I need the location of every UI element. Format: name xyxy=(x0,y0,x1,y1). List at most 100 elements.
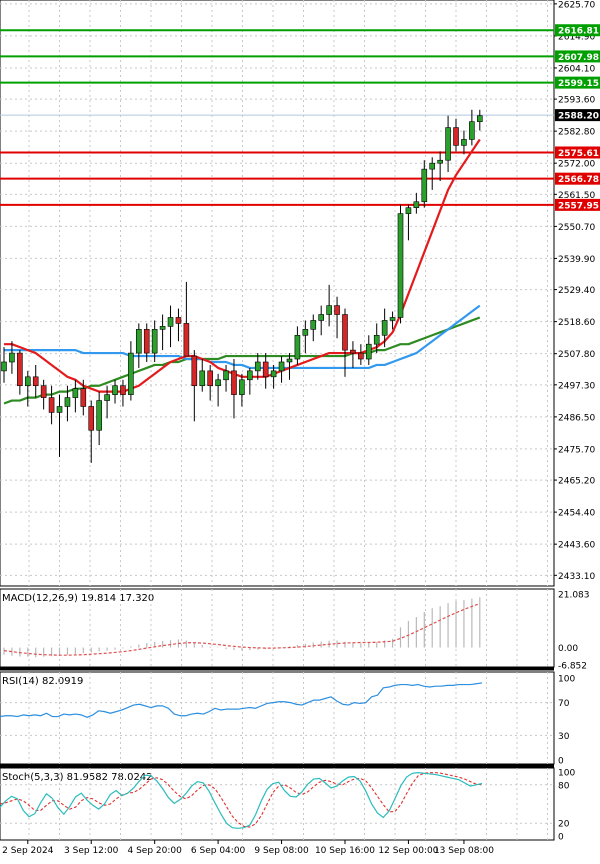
stoch-tick-label: 0 xyxy=(558,833,564,843)
price-tick-label: 2593.60 xyxy=(558,96,595,106)
candle-body xyxy=(64,397,71,407)
price-tick-label: 2497.30 xyxy=(558,381,595,391)
candle-body xyxy=(56,406,63,413)
rsi-label: RSI(14) 82.0919 xyxy=(2,676,83,687)
support-line-label: 2566.78 xyxy=(558,175,599,185)
candle-body xyxy=(247,370,253,381)
candle-body xyxy=(17,352,23,387)
support-line-tag xyxy=(555,172,600,185)
price-tick-label: 2433.10 xyxy=(558,572,595,582)
candle-body xyxy=(136,329,142,354)
candle-body xyxy=(1,361,7,372)
price-tick-label: 2518.60 xyxy=(558,318,595,328)
price-tick-label: 2529.40 xyxy=(558,286,595,296)
time-tick-label: 2 Sep 2024 xyxy=(2,846,54,856)
price-tick-label: 2475.70 xyxy=(558,445,595,455)
candle-body xyxy=(112,385,118,395)
price-tick-label: 2539.90 xyxy=(558,255,595,265)
candle-body xyxy=(199,370,206,387)
stoch-tick-label: 20 xyxy=(558,820,570,830)
time-tick-label: 9 Sep 08:00 xyxy=(254,846,309,856)
resistance-line-label: 2599.15 xyxy=(558,79,599,89)
macd-axis: 21.083 0.00 -6.852 xyxy=(558,591,590,672)
macd-panel: MACD(12,26,9) 19.814 17.320 21.083 0.00 -6… xyxy=(0,588,590,672)
candle-body xyxy=(373,334,380,345)
resistance-line-label: 2607.98 xyxy=(558,53,599,63)
candle-body xyxy=(167,317,174,327)
rsi-tick-label: 100 xyxy=(558,675,575,685)
candle-body xyxy=(397,213,404,318)
candle-body xyxy=(96,400,102,431)
macd-label: MACD(12,26,9) 19.814 17.320 xyxy=(2,593,154,604)
resistance-line-tag xyxy=(555,76,600,89)
candle-body xyxy=(437,159,443,164)
time-tick-label: 12 Sep 00:00 xyxy=(378,846,438,856)
candles xyxy=(1,109,483,463)
candle-body xyxy=(469,121,475,140)
candle-body xyxy=(358,352,364,360)
price-tick-label: 2561.50 xyxy=(558,191,595,201)
price-tick-label: 2507.80 xyxy=(558,350,595,360)
rsi-panel: RSI(14) 82.0919 100 70 30 0 xyxy=(0,671,575,768)
candle-body xyxy=(175,317,182,324)
candle-body xyxy=(270,370,277,378)
candle-body xyxy=(104,394,110,401)
candle-body xyxy=(191,355,198,387)
candle-body xyxy=(405,207,412,214)
support-line-tag xyxy=(555,146,600,159)
candle-body xyxy=(294,334,301,360)
stoch-d-line xyxy=(0,772,483,828)
candle-body xyxy=(183,323,190,357)
rsi-line xyxy=(0,682,483,718)
candle-body xyxy=(421,168,428,203)
candle-body xyxy=(9,352,15,363)
price-tick-label: 2465.20 xyxy=(558,477,595,487)
stoch-label: Stoch(5,3,3) 81.9582 78.0242 xyxy=(2,772,153,783)
candle-body xyxy=(48,397,55,413)
price-tick-label: 2625.70 xyxy=(558,0,595,10)
candle-body xyxy=(120,385,126,395)
rsi-tick-label: 30 xyxy=(558,732,570,742)
candle-body xyxy=(128,352,134,395)
candle-body xyxy=(72,388,79,398)
macd-tick-label: 21.083 xyxy=(558,591,590,601)
candle-body xyxy=(453,127,459,146)
candle-body xyxy=(318,314,325,321)
time-axis: 2 Sep 2024 3 Sep 12:00 4 Sep 20:00 6 Sep 04… xyxy=(2,840,494,856)
candle-body xyxy=(24,376,31,387)
price-tick-label: 2614.90 xyxy=(558,32,595,42)
resistance-line-tag xyxy=(555,24,600,37)
resistance-line-label: 2616.81 xyxy=(558,27,599,37)
price-panel: 2625.70 2614.90 2604.10 2593.60 2582.80 2572.… xyxy=(0,0,600,587)
stoch-lines xyxy=(0,772,483,829)
candle-body xyxy=(262,361,269,378)
candle-body xyxy=(143,329,150,354)
candle-body xyxy=(32,376,39,387)
rsi-axis: 100 70 30 0 xyxy=(558,675,575,767)
candle-body xyxy=(350,349,356,354)
candle-body xyxy=(286,358,293,363)
time-tick-label: 6 Sep 04:00 xyxy=(191,846,246,856)
rsi-tick-label: 70 xyxy=(558,699,570,709)
candle-body xyxy=(80,388,87,407)
candle-body xyxy=(40,385,47,398)
candle-body xyxy=(445,127,451,161)
price-tick-label: 2550.70 xyxy=(558,223,595,233)
current-price-label: 2588.20 xyxy=(558,112,599,122)
macd-histogram xyxy=(3,597,481,658)
stoch-tick-label: 80 xyxy=(558,781,570,791)
current-price-tag xyxy=(555,109,600,122)
candle-body xyxy=(326,305,332,315)
candle-body xyxy=(381,320,388,336)
time-tick-label: 10 Sep 16:00 xyxy=(315,846,375,856)
macd-tick-label: 0.00 xyxy=(558,644,578,654)
candle-body xyxy=(389,317,396,321)
rsi-line xyxy=(0,682,483,718)
level-lines xyxy=(0,29,554,206)
price-tick-label: 2582.80 xyxy=(558,128,595,138)
candle-body xyxy=(239,379,245,395)
candle-body xyxy=(223,370,229,381)
level-labels: 2616.81 2607.98 2599.15 2575.61 2566.78 2557.… xyxy=(555,24,600,211)
time-tick-label: 3 Sep 12:00 xyxy=(64,846,119,856)
